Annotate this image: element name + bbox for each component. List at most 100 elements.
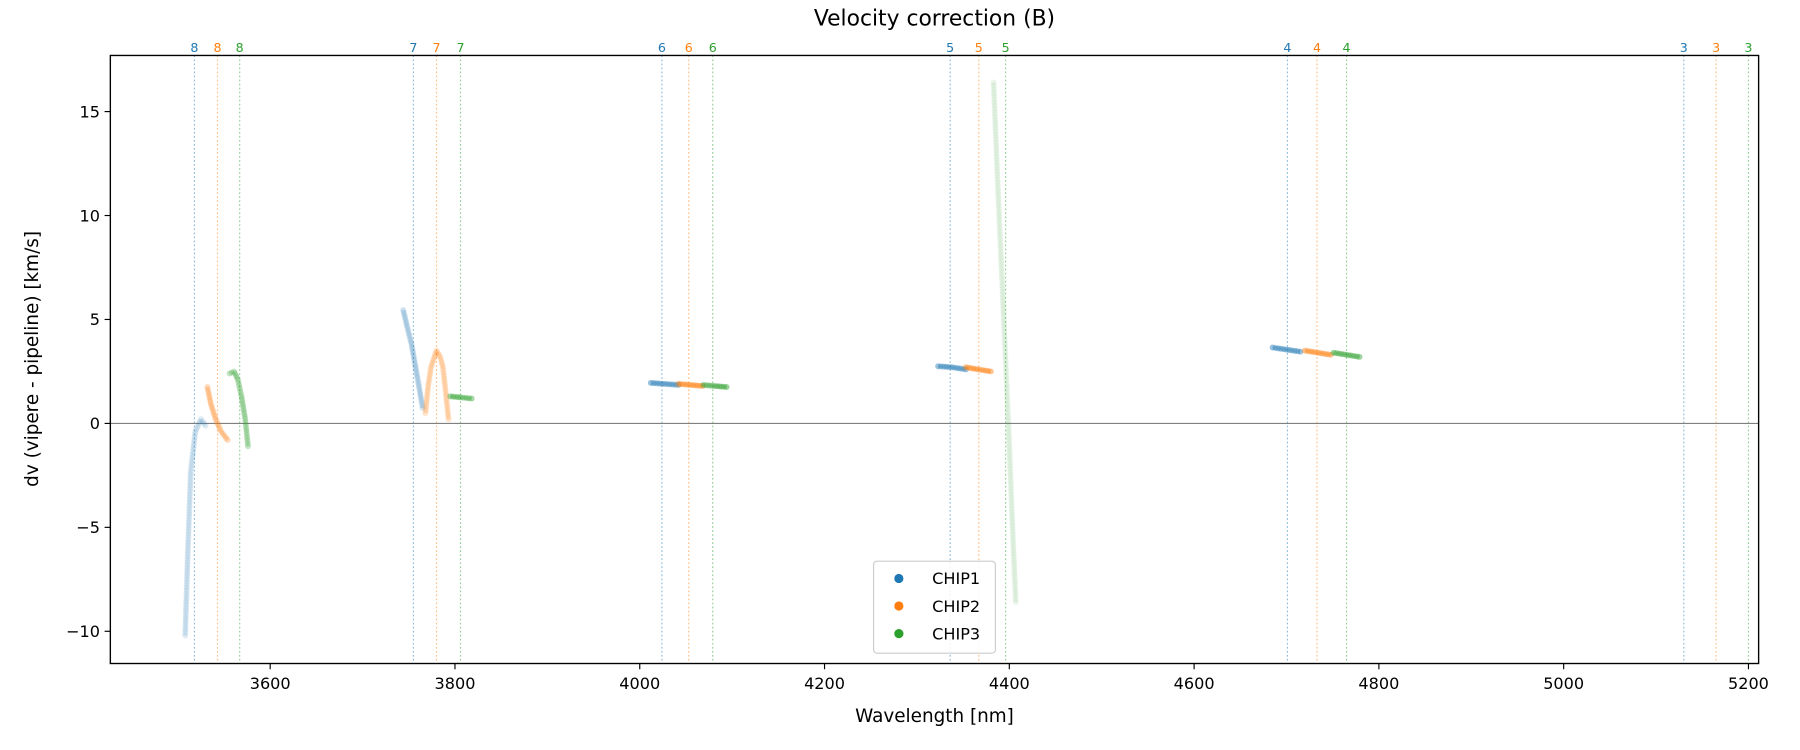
data-point — [1003, 383, 1010, 390]
data-point — [1001, 343, 1008, 349]
data-point — [200, 420, 207, 427]
chart-title: Velocity correction (B) — [814, 7, 1055, 32]
data-point — [1009, 513, 1016, 520]
data-point — [400, 309, 407, 316]
data-point — [714, 383, 720, 390]
data-point — [186, 493, 193, 500]
series-chip1-order-6 — [647, 379, 682, 388]
data-point — [417, 394, 424, 401]
data-point — [243, 424, 250, 431]
data-point — [1338, 350, 1345, 357]
data-point — [189, 454, 196, 461]
data-point — [184, 562, 191, 569]
data-point — [1004, 397, 1011, 404]
data-point — [996, 213, 1003, 220]
data-point — [447, 393, 454, 400]
data-point — [423, 401, 430, 408]
data-point — [954, 365, 961, 372]
data-point — [426, 372, 433, 379]
data-point — [208, 404, 215, 411]
data-point — [990, 82, 997, 89]
data-point — [183, 598, 190, 605]
data-point — [206, 394, 213, 401]
data-point — [990, 85, 997, 92]
data-point — [672, 381, 679, 388]
data-point — [187, 488, 193, 495]
data-point — [429, 359, 436, 366]
order-marker-label: 4 — [1313, 40, 1321, 55]
data-point — [994, 182, 1001, 189]
data-point — [940, 363, 947, 370]
order-marker-label: 8 — [190, 40, 198, 55]
data-point — [991, 110, 998, 117]
y-axis: −10 −5 0 5 10 15 — [66, 102, 111, 641]
data-point — [1002, 365, 1009, 372]
data-point — [703, 382, 710, 389]
data-point — [1005, 414, 1012, 421]
series-chip2-order-6 — [675, 380, 706, 389]
data-point — [185, 522, 192, 529]
data-point — [692, 382, 699, 389]
data-point — [1002, 351, 1009, 358]
data-point — [1009, 519, 1016, 526]
data-point — [418, 396, 425, 403]
data-point — [199, 418, 206, 425]
data-point — [425, 382, 432, 389]
data-point — [1006, 451, 1013, 458]
data-point — [239, 398, 246, 405]
data-point — [454, 394, 461, 401]
data-point — [718, 383, 725, 390]
data-point — [185, 516, 192, 523]
data-point — [243, 427, 250, 434]
data-point — [194, 423, 201, 430]
data-point — [999, 279, 1006, 286]
data-point — [997, 236, 1004, 243]
data-point — [1007, 471, 1014, 478]
plot-frame — [109, 54, 1760, 665]
data-point — [1004, 388, 1010, 395]
data-point — [1001, 325, 1008, 332]
data-point — [1012, 593, 1019, 600]
data-point — [183, 587, 190, 594]
order-marker-label: 3 — [1712, 40, 1720, 55]
x-tick-label: 3600 — [250, 674, 291, 693]
data-point — [430, 357, 437, 364]
data-point — [191, 440, 198, 446]
data-point — [416, 388, 423, 395]
data-point — [410, 351, 417, 358]
data-point — [465, 395, 472, 402]
data-point — [184, 547, 191, 554]
data-point — [185, 528, 192, 535]
order-marker-label: 6 — [685, 40, 693, 55]
data-point — [183, 601, 190, 608]
data-point — [184, 564, 191, 571]
data-point — [213, 418, 220, 425]
data-point — [1002, 357, 1009, 364]
data-point — [219, 430, 226, 437]
data-point — [1000, 302, 1007, 309]
data-point — [412, 362, 419, 369]
data-point — [403, 320, 410, 327]
data-point — [444, 402, 451, 409]
x-axis: 3600 3800 4000 4200 4400 4600 4800 5000 5200 — [250, 663, 1769, 693]
data-point — [457, 394, 464, 401]
legend-label-chip1: CHIP1 — [932, 569, 980, 588]
data-point — [1004, 403, 1011, 410]
data-point — [439, 364, 446, 371]
data-point — [1011, 576, 1018, 583]
data-point — [182, 626, 189, 633]
data-point — [996, 219, 1003, 226]
data-point — [675, 381, 682, 388]
data-point — [998, 259, 1005, 266]
data-point — [234, 376, 241, 383]
data-point — [1322, 350, 1329, 357]
data-point — [209, 406, 216, 413]
data-point — [935, 363, 942, 370]
data-point — [992, 133, 999, 140]
data-point — [184, 567, 191, 574]
data-point — [433, 347, 440, 354]
data-point — [998, 265, 1005, 272]
data-point — [238, 395, 245, 402]
data-point — [677, 381, 684, 388]
data-point — [409, 349, 416, 356]
